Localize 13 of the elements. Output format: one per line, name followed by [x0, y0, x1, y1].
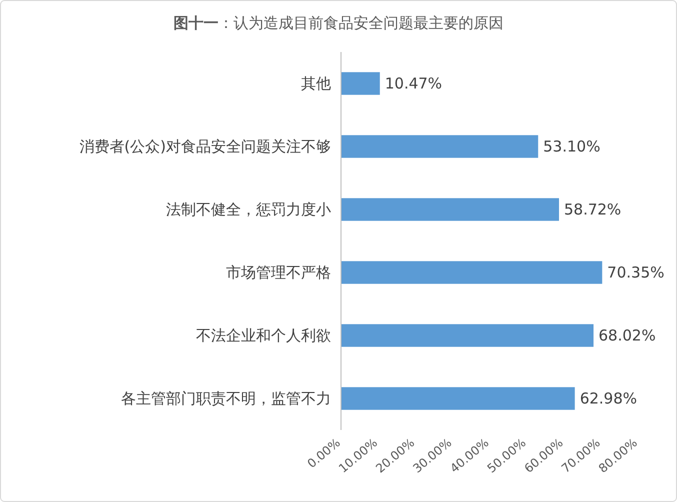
data-label: 62.98%	[580, 390, 638, 408]
y-tick-label: 不法企业和个人利欲	[196, 326, 331, 344]
data-label: 58.72%	[564, 200, 622, 218]
y-tick-label: 各主管部门职责不明，监管不力	[121, 390, 331, 408]
y-tick-label: 市场管理不严格	[226, 264, 331, 282]
data-label: 70.35%	[607, 264, 664, 282]
y-tick-label: 其他	[301, 74, 331, 92]
data-label: 68.02%	[598, 326, 656, 344]
data-label: 10.47%	[384, 74, 442, 92]
data-label: 53.10%	[543, 138, 600, 156]
y-tick-label: 法制不健全，惩罚力度小	[166, 200, 331, 218]
y-tick-label: 消费者(公众)对食品安全问题关注不够	[79, 138, 331, 156]
chart-title: 图十一：认为造成目前食品安全问题最主要的原因	[174, 14, 504, 32]
